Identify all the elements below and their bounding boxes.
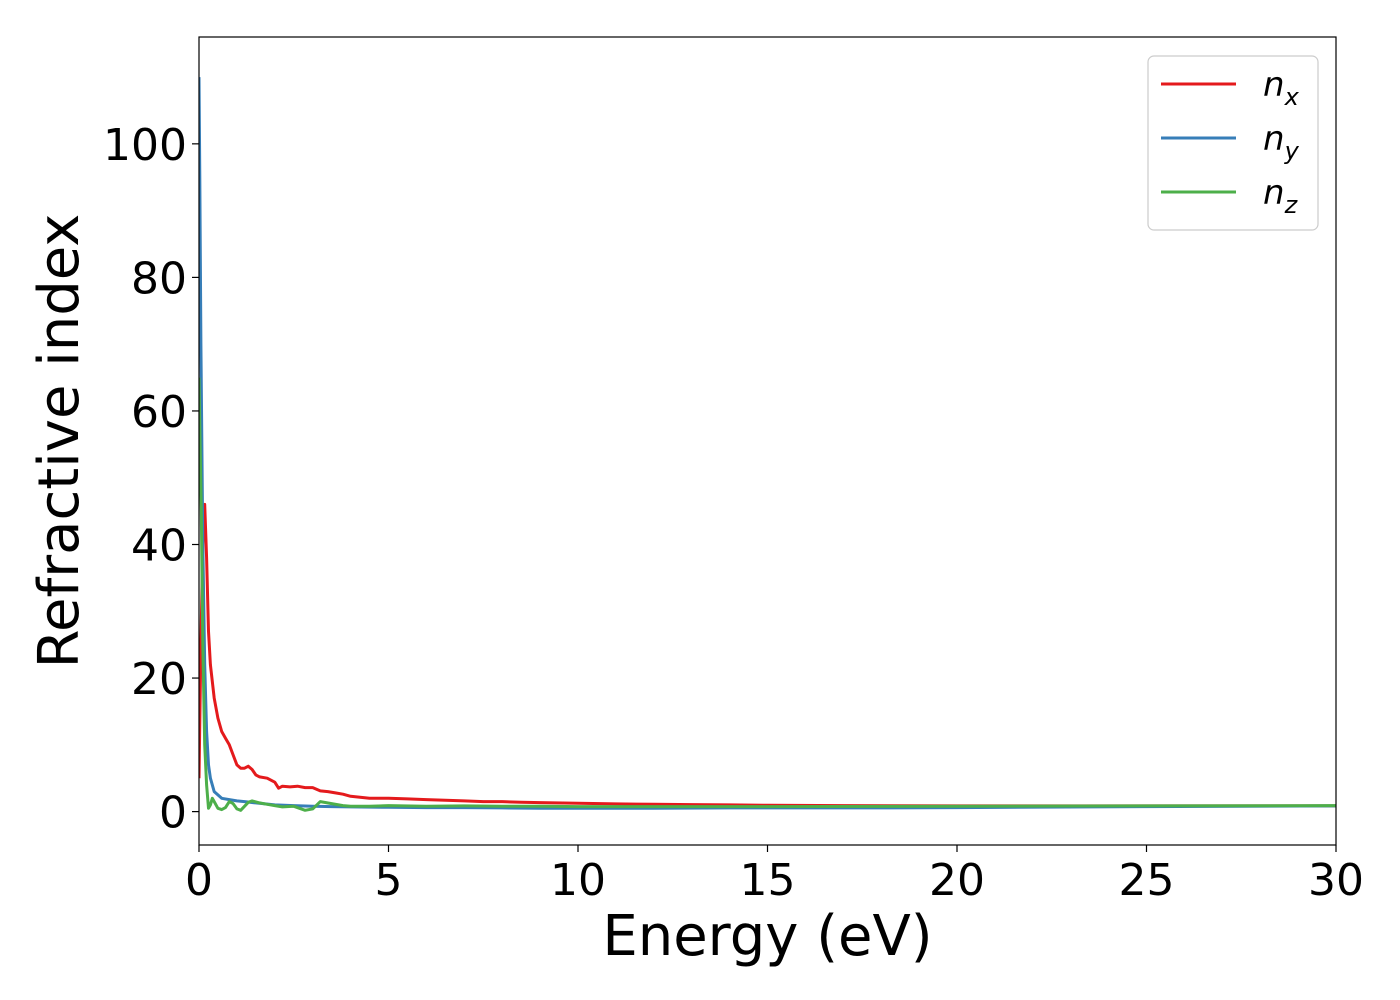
- y-tick-label: 80: [131, 253, 187, 304]
- x-tick-label: 0: [185, 855, 213, 906]
- x-tick-label: 10: [550, 855, 606, 906]
- y-tick-label: 20: [131, 654, 187, 705]
- plot-lines: [199, 77, 1336, 812]
- x-tick-label: 25: [1119, 855, 1175, 906]
- x-tick-label: 20: [929, 855, 985, 906]
- legend-label-y: ny: [1263, 119, 1300, 165]
- legend-box: [1147, 55, 1319, 231]
- x-tick-label: 15: [740, 855, 796, 906]
- x-axis-title: Energy (eV): [602, 904, 932, 969]
- series-line-x: [199, 502, 1336, 808]
- y-tick-label: 100: [103, 120, 187, 171]
- x-tick-label: 30: [1308, 855, 1364, 906]
- y-tick-label: 60: [131, 387, 187, 438]
- y-tick-label: 40: [131, 521, 187, 572]
- legend: nx ny nz: [1147, 55, 1319, 231]
- legend-label-x: nx: [1263, 65, 1300, 111]
- x-tick-label: 5: [375, 855, 403, 906]
- x-axis-ticks: 0 5 10 15 20 25 30: [185, 845, 1364, 906]
- series-line-z: [199, 377, 1336, 812]
- y-tick-label: 0: [159, 788, 187, 839]
- legend-label-z: nz: [1263, 173, 1299, 219]
- y-axis-ticks: 0 20 40 60 80 100: [103, 120, 199, 839]
- y-axis-title: Refractive index: [27, 214, 92, 669]
